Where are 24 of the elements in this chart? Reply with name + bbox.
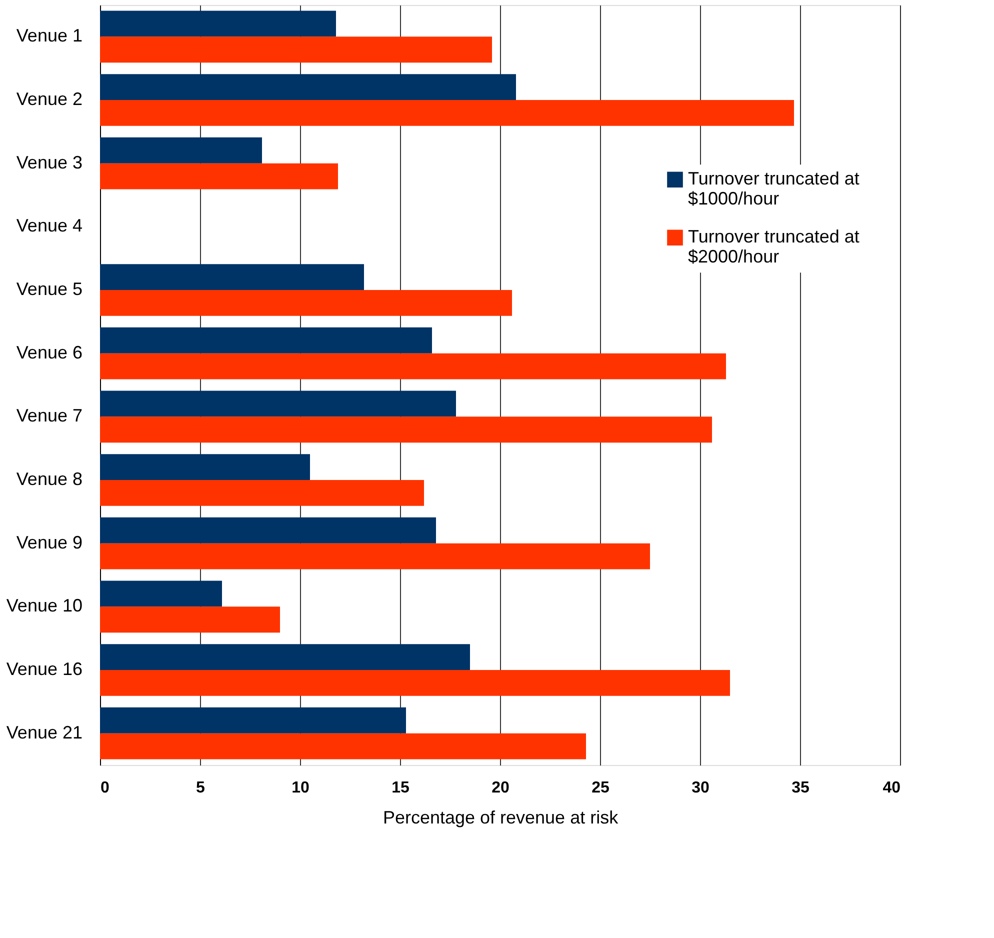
x-tick-label: 15	[392, 780, 410, 796]
y-tick-label: Venue 4	[16, 216, 82, 236]
y-tick-label: Venue 1	[16, 26, 82, 46]
y-tick-label: Venue 6	[16, 342, 82, 362]
x-tick-label: 25	[592, 780, 610, 796]
y-tick-label: Venue 7	[16, 406, 82, 426]
y-tick-label: Venue 5	[16, 279, 82, 299]
y-tick-label: Venue 8	[16, 469, 82, 489]
x-tick-label: 30	[692, 780, 710, 796]
x-axis-title: Percentage of revenue at risk	[382, 808, 620, 828]
x-tick-label: 20	[492, 780, 510, 796]
x-tick-label: 40	[882, 780, 901, 796]
y-tick-label: Venue 10	[6, 596, 82, 616]
y-tick-label: Venue 16	[6, 659, 82, 679]
y-tick-label: Venue 9	[16, 532, 82, 552]
y-tick-label: Venue 2	[16, 89, 82, 109]
y-tick-label: Venue 21	[6, 722, 82, 742]
y-tick-label: Venue 3	[16, 152, 82, 172]
x-tick-label: 10	[292, 780, 310, 796]
legend-label: Turnover truncated at $1000/hour	[688, 168, 860, 209]
x-tick-label: 5	[196, 780, 206, 796]
x-tick-label: 35	[792, 780, 810, 796]
legend-label: Turnover truncated at $2000/hour	[688, 226, 860, 267]
x-tick-label: 0	[100, 780, 110, 796]
